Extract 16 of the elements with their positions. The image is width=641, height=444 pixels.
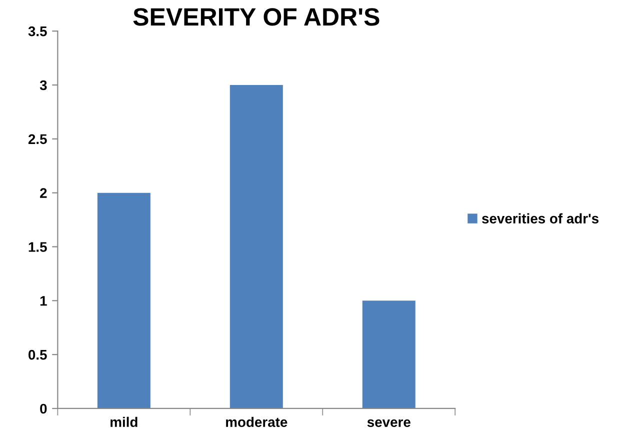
- y-tick-label: 0: [40, 404, 47, 414]
- x-tick-label: moderate: [226, 416, 288, 428]
- bar: [230, 84, 283, 408]
- bar: [362, 300, 416, 408]
- x-tick-label: severe: [367, 419, 410, 428]
- x-tick-label: mild: [110, 416, 138, 428]
- y-tick-label: 2.5: [28, 134, 47, 144]
- bar: [97, 192, 150, 408]
- legend-label: severities of adr's: [482, 213, 598, 224]
- y-tick-label: 1: [40, 296, 47, 306]
- y-tick-label: 3: [40, 80, 47, 90]
- chart-title: SEVERITY OF ADR'S: [133, 8, 380, 26]
- y-tick-label: 1.5: [28, 242, 47, 252]
- y-tick-label: 3.5: [28, 26, 47, 36]
- y-tick-label: 2: [40, 188, 47, 198]
- y-tick-label: 0.5: [28, 350, 47, 360]
